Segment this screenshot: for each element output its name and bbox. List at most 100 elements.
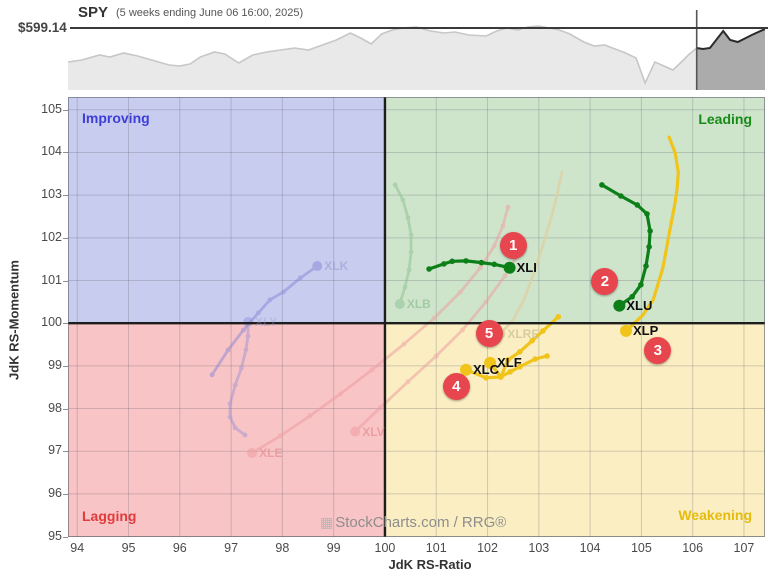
spy-highlight-fill [696, 29, 765, 90]
spy-mini-chart [68, 10, 765, 90]
trail-dot-XLK [267, 297, 273, 303]
sector-label-XLI[interactable]: XLI [516, 259, 537, 275]
sector-label-XLB[interactable]: XLB [406, 296, 431, 311]
sector-label-XLRE[interactable]: XLRE [507, 326, 540, 341]
plot-border [68, 97, 765, 537]
quadrant-lagging [68, 323, 385, 537]
x-tick-98: 98 [275, 541, 290, 555]
sector-label-XLF[interactable]: XLF [497, 354, 522, 370]
trail-dot-XLF [555, 313, 562, 320]
quadrant-label-leading: Leading [698, 111, 752, 127]
trail-line-XLE [250, 205, 510, 455]
sector-label-XLC[interactable]: XLC [472, 361, 499, 377]
trail-dot-XLU [646, 243, 652, 250]
trail-XLE[interactable] [247, 204, 511, 458]
trail-dot-XLY [243, 347, 249, 353]
badge-5-XLF[interactable]: 5 [475, 320, 503, 348]
trail-dot-XLU [599, 182, 605, 188]
trail-dot-XLF [505, 357, 511, 363]
trail-dot-XLB [405, 215, 411, 221]
badge-2-XLU[interactable]: 2 [591, 268, 619, 296]
x-tick-105: 105 [630, 541, 652, 555]
trail-dot-XLI [478, 259, 485, 266]
current-dot-XLI[interactable] [503, 261, 516, 274]
sector-label-XLE[interactable]: XLE [259, 445, 283, 460]
current-dot-XLC[interactable] [459, 363, 472, 376]
trail-dot-XLV [483, 299, 489, 305]
trail-dot-XLB [402, 284, 408, 290]
trail-dot-XLE [457, 289, 463, 295]
current-dot-XLP[interactable] [620, 324, 633, 337]
current-dot-XLK[interactable] [312, 261, 323, 272]
trail-XLP[interactable] [620, 135, 680, 337]
trail-XLU[interactable] [599, 182, 653, 312]
y-tick-mark [63, 323, 68, 325]
trail-dot-XLE [277, 433, 283, 439]
badge-1-XLI[interactable]: 1 [499, 231, 527, 259]
trail-XLI[interactable] [426, 258, 516, 274]
trail-dot-XLI [441, 261, 447, 267]
sector-label-XLV[interactable]: XLV [362, 424, 385, 439]
trail-dot-XLE [369, 367, 375, 373]
trail-dot-XLC [544, 353, 550, 359]
trail-XLY[interactable] [227, 316, 254, 438]
x-tick-99: 99 [326, 541, 341, 555]
symbol-subtitle: (5 weeks ending June 06 16:00, 2025) [116, 7, 304, 19]
y-tick-102: 102 [41, 229, 62, 244]
trail-dot-XLU [638, 281, 644, 288]
trail-dot-XLB [408, 249, 414, 255]
current-dot-XLU[interactable] [613, 299, 626, 312]
sector-label-XLP[interactable]: XLP [633, 322, 659, 338]
trail-dot-XLF [517, 348, 523, 355]
y-tick-95: 95 [48, 528, 62, 543]
trail-line-XLK [210, 264, 319, 377]
x-tick-107: 107 [733, 541, 755, 555]
y-tick-100: 100 [41, 315, 62, 330]
current-dot-XLE[interactable] [247, 447, 258, 458]
quadrant-improving [68, 97, 385, 324]
trail-dot-XLC [507, 369, 513, 375]
sector-label-XLU[interactable]: XLU [626, 297, 653, 313]
y-tick-96: 96 [48, 485, 62, 500]
current-dot-XLB[interactable] [394, 298, 405, 309]
trail-dot-XLE [307, 413, 313, 419]
trail-dot-XLC [517, 363, 523, 370]
trail-dot-XLE [401, 341, 407, 347]
trail-XLK[interactable] [209, 261, 323, 378]
trail-dot-XLF [540, 328, 546, 334]
watermark-text: StockCharts.com / RRG® [335, 514, 507, 531]
rrg-plot [68, 97, 765, 537]
trail-XLF[interactable] [484, 313, 562, 380]
trail-dot-XLK [241, 327, 246, 333]
sector-label-XLY[interactable]: XLY [255, 314, 278, 329]
sector-label-XLK[interactable]: XLK [324, 259, 349, 273]
trail-dot-XLB [392, 182, 398, 188]
current-dot-XLF[interactable] [484, 356, 497, 369]
y-tick-101: 101 [41, 272, 62, 287]
y-tick-104: 104 [41, 144, 62, 159]
spy-highlight-line [696, 28, 765, 51]
y-axis-title: JdK RS-Momentum [6, 260, 22, 380]
badge-4-XLC[interactable]: 4 [442, 373, 470, 401]
trail-dot-XLE [500, 223, 506, 229]
quadrant-label-lagging: Lagging [82, 508, 137, 524]
trail-dot-XLK [297, 275, 303, 281]
trail-XLB[interactable] [392, 182, 414, 309]
y-tick-103: 103 [41, 187, 62, 202]
x-tick-95: 95 [121, 541, 136, 555]
symbol-title: SPY [78, 4, 109, 21]
badge-3-XLP[interactable]: 3 [644, 336, 672, 364]
x-tick-106: 106 [682, 541, 704, 555]
x-tick-104: 104 [579, 541, 601, 555]
x-tick-101: 101 [425, 541, 447, 555]
y-tick-mark [63, 109, 68, 111]
trail-dot-XLY [238, 365, 244, 371]
stockcharts-logo-icon: ▦ [320, 514, 334, 530]
trail-line-XLY [228, 320, 250, 437]
current-dot-XLV[interactable] [350, 426, 361, 437]
last-price-label: $599.14 [18, 20, 67, 35]
x-tick-96: 96 [172, 541, 187, 555]
current-dot-XLY[interactable] [243, 316, 254, 327]
x-tick-100: 100 [374, 541, 396, 555]
